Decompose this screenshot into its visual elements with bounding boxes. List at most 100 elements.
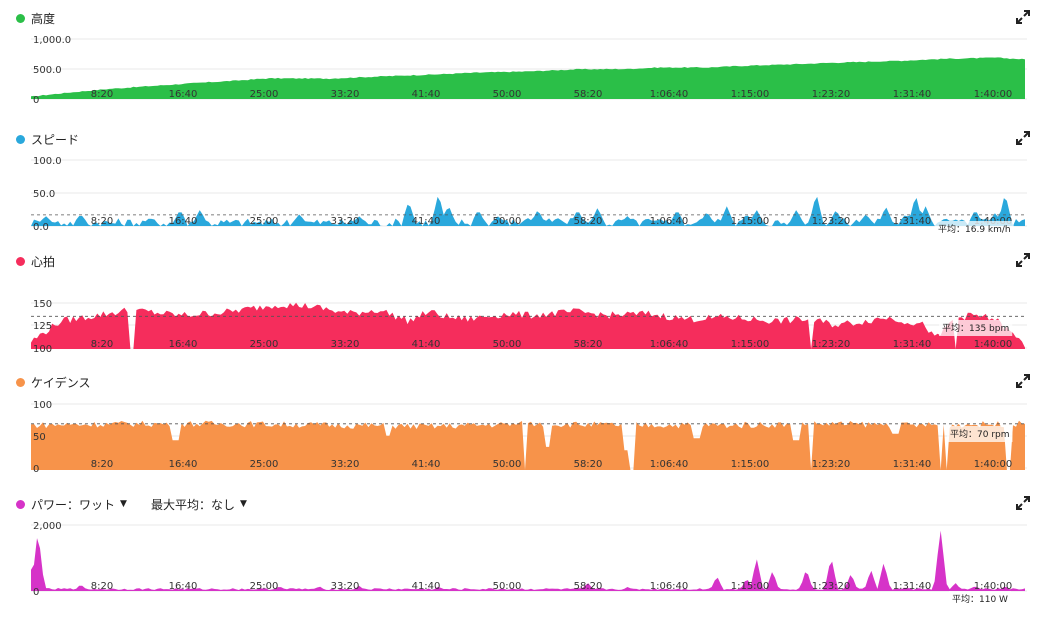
average-label: 平均：70 rpm (950, 428, 1010, 440)
y-tick-label: 500.0 (33, 65, 62, 76)
cadence-panel: ケイデンス 100 50 0 8:20 16:40 25:00 33:20 41:40 50:0… (0, 374, 1054, 475)
series-area (31, 57, 1025, 99)
x-tick-label: 25:00 (250, 459, 279, 470)
x-tick-label: 1:40:00 (974, 581, 1013, 592)
average-label-bg (947, 426, 1013, 442)
x-tick-label: 50:00 (493, 339, 522, 350)
speed-chart: 100.0 50.0 0.0 8:20 16:40 25:00 33:20 41:40 50:0… (31, 156, 1027, 237)
x-tick-label: 1:06:40 (650, 459, 689, 470)
x-tick-label: 1:23:20 (812, 459, 851, 470)
altitude-chart: 1,000.0 500.0 0 8:20 16:40 25:00 33:20 41:40 50:… (31, 35, 1027, 106)
speed-title: スピード (16, 131, 79, 147)
power-panel: パワー：ワット ▼ 最大平均：なし ▼ 2,000 0 8:20 16:40 25:00… (0, 496, 1054, 607)
x-tick-label: 16:40 (169, 581, 198, 592)
x-tick-label: 1:23:20 (812, 339, 851, 350)
x-tick-label: 41:40 (412, 581, 441, 592)
x-tick-label: 50:00 (493, 581, 522, 592)
x-tick-label: 50:00 (493, 89, 522, 100)
x-tick-label: 41:40 (412, 459, 441, 470)
average-label-bg (935, 221, 1014, 237)
x-tick-label: 16:40 (169, 216, 198, 227)
x-tick-label: 1:06:40 (650, 581, 689, 592)
x-tick-label: 1:40:00 (974, 89, 1013, 100)
series-area (31, 196, 1025, 226)
heart-rate-legend-dot (16, 256, 25, 266)
x-tick-label: 33:20 (331, 216, 360, 227)
chevron-down-icon: ▼ (239, 499, 247, 509)
heart-rate-panel: 心拍 150 125 100 8:20 16:40 25:00 33:20 41:40 50:0… (0, 253, 1054, 355)
cadence-title-label: ケイデンス (31, 375, 91, 390)
expand-icon[interactable] (1016, 131, 1030, 145)
x-tick-label: 1:23:20 (812, 89, 851, 100)
x-tick-label: 1:23:20 (812, 216, 851, 227)
expand-icon[interactable] (1016, 374, 1030, 388)
x-tick-label: 1:31:40 (893, 339, 932, 350)
altitude-panel: 高度 1,000.0 500.0 0 8:20 16:40 25:00 33:20 41:40… (0, 10, 1054, 110)
expand-icon[interactable] (1016, 496, 1030, 510)
altitude-title: 高度 (16, 10, 55, 26)
x-tick-label: 58:20 (574, 581, 603, 592)
x-tick-label: 50:00 (493, 459, 522, 470)
power-unit-dropdown[interactable]: パワー：ワット ▼ (31, 496, 127, 513)
x-tick-label: 33:20 (331, 459, 360, 470)
y-tick-label: 100.0 (33, 156, 62, 167)
x-tick-label: 1:31:40 (893, 581, 932, 592)
heart-rate-title-label: 心拍 (31, 254, 56, 269)
x-tick-label: 16:40 (169, 339, 198, 350)
expand-icon[interactable] (1016, 253, 1030, 267)
chevron-down-icon: ▼ (120, 499, 127, 509)
average-label-bg (949, 591, 1012, 607)
power-unit-label: パワー：ワット (31, 497, 116, 512)
x-tick-label: 1:15:00 (731, 339, 770, 350)
y-tick-label: 0.0 (33, 222, 49, 233)
average-label: 平均：110 W (952, 593, 1008, 605)
average-label: 平均：135 bpm (942, 322, 1009, 334)
x-tick-label: 1:23:20 (812, 581, 851, 592)
max-average-label: 最大平均：なし (150, 497, 235, 512)
x-tick-label: 58:20 (574, 459, 603, 470)
x-tick-label: 8:20 (91, 581, 113, 592)
y-tick-label: 50.0 (33, 189, 55, 200)
power-legend-dot (16, 499, 25, 509)
x-tick-label: 25:00 (250, 216, 279, 227)
x-tick-label: 41:40 (412, 339, 441, 350)
power-chart: 2,000 0 8:20 16:40 25:00 33:20 41:40 50:00 58:20… (31, 521, 1027, 607)
x-tick-label: 58:20 (574, 89, 603, 100)
x-tick-label: 1:31:40 (893, 459, 932, 470)
y-tick-label: 100 (33, 400, 52, 411)
y-tick-label: 0 (33, 587, 39, 598)
max-average-dropdown[interactable]: 最大平均：なし ▼ (151, 496, 247, 513)
speed-panel: スピード 100.0 50.0 0.0 8:20 16:40 25:00 33:20 41:4… (0, 131, 1054, 241)
y-tick-label: 100 (33, 344, 52, 355)
series-area (31, 302, 1025, 349)
y-tick-label: 0 (33, 95, 39, 106)
x-tick-label: 1:15:00 (731, 459, 770, 470)
x-tick-label: 1:40:00 (974, 339, 1013, 350)
x-tick-label: 25:00 (250, 89, 279, 100)
series-area (31, 420, 1025, 470)
x-tick-label: 1:06:40 (650, 339, 689, 350)
expand-icon[interactable] (1016, 10, 1030, 24)
x-tick-label: 58:20 (574, 339, 603, 350)
average-label-bg (939, 320, 1013, 336)
power-title: パワー：ワット ▼ 最大平均：なし ▼ (16, 496, 271, 512)
x-tick-label: 8:20 (91, 339, 113, 350)
x-tick-label: 58:20 (574, 216, 603, 227)
x-tick-label: 50:00 (493, 216, 522, 227)
altitude-legend-dot (16, 13, 25, 23)
y-tick-label: 50 (33, 432, 46, 443)
x-tick-label: 33:20 (331, 581, 360, 592)
x-tick-label: 33:20 (331, 89, 360, 100)
x-tick-label: 41:40 (412, 216, 441, 227)
y-tick-label: 0 (33, 464, 39, 475)
y-tick-label: 2,000 (33, 521, 62, 532)
altitude-title-label: 高度 (31, 11, 56, 26)
x-tick-label: 1:15:00 (731, 216, 770, 227)
x-tick-label: 25:00 (250, 339, 279, 350)
x-tick-label: 1:31:40 (893, 89, 932, 100)
x-tick-label: 25:00 (250, 581, 279, 592)
y-tick-label: 150 (33, 299, 52, 310)
speed-title-label: スピード (31, 132, 80, 147)
y-tick-label: 1,000.0 (33, 35, 71, 46)
x-tick-label: 1:15:00 (731, 581, 770, 592)
